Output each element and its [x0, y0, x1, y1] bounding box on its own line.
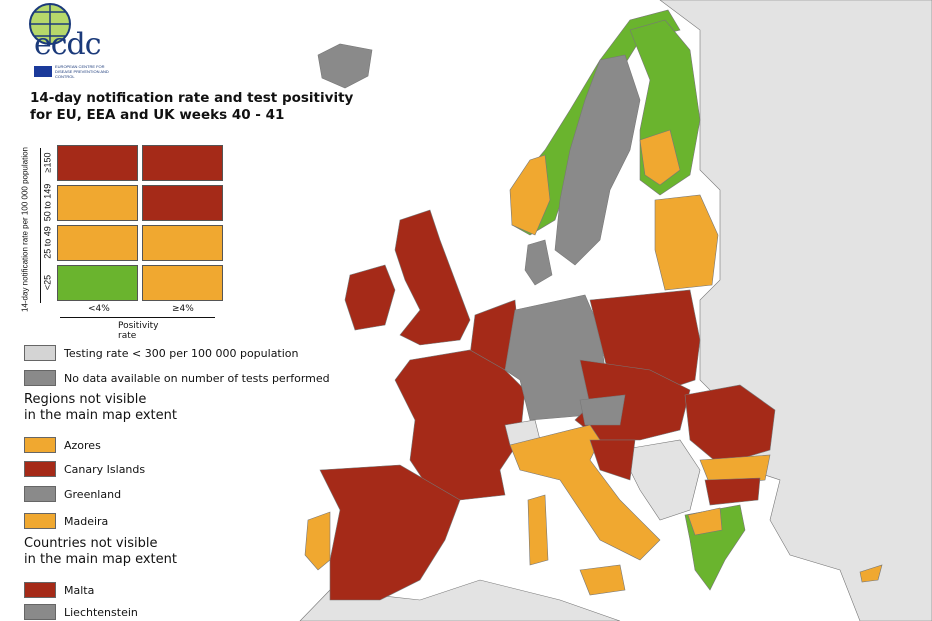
greece-north [687, 507, 723, 536]
row-label: 25 to 49 [42, 226, 53, 259]
heading-line: Countries not visible [24, 536, 158, 551]
countries-heading: Countries not visible in the main map ext… [24, 536, 177, 568]
sicily [579, 564, 626, 596]
denmark [524, 239, 553, 286]
matrix-cell [142, 185, 223, 221]
bulgaria [699, 454, 771, 486]
romania [684, 384, 776, 466]
finland-south [639, 129, 681, 186]
norway-south [509, 154, 551, 236]
balkans-non-eu [619, 439, 701, 521]
matrix-cell [57, 225, 138, 261]
legend-label: No data available on number of tests per… [64, 371, 330, 385]
swatch [24, 437, 56, 453]
matrix-cell [57, 185, 138, 221]
region-greenland: Greenland [24, 486, 121, 502]
swatch [24, 370, 56, 386]
legend-label: Malta [64, 583, 95, 597]
heading-line: Regions not visible [24, 392, 147, 407]
ireland [344, 264, 396, 331]
corsica-sardinia [527, 494, 549, 566]
matrix-cell [142, 265, 223, 301]
legend-testing-low: Testing rate < 300 per 100 000 populatio… [24, 345, 299, 361]
legend-label: Liechtenstein [64, 605, 138, 619]
bulgaria-south [704, 477, 761, 506]
row-label: 50 to 149 [42, 183, 53, 222]
ecdc-logo [20, 2, 110, 47]
country-malta: Malta [24, 582, 94, 598]
region-canary-islands: Canary Islands [24, 461, 145, 477]
swatch [24, 513, 56, 529]
row-label: ≥150 [42, 152, 53, 173]
matrix-cell [57, 145, 138, 181]
austria [579, 394, 626, 426]
legend-label: Canary Islands [64, 462, 146, 476]
portugal [304, 511, 331, 571]
cyprus [859, 564, 883, 583]
matrix-cell [142, 145, 223, 181]
legend-label: Testing rate < 300 per 100 000 populatio… [64, 346, 299, 360]
y-axis-arrow [40, 148, 41, 303]
title-line-2: for EU, EEA and UK weeks 40 - 41 [30, 107, 285, 123]
swatch [24, 582, 56, 598]
region-azores: Azores [24, 437, 101, 453]
region-madeira: Madeira [24, 513, 108, 529]
logo-subtitle: EUROPEAN CENTRE FOR DISEASE PREVENTION A… [55, 64, 109, 79]
spain [319, 464, 461, 601]
iceland [317, 43, 373, 89]
heading-line: in the main map extent [24, 552, 177, 567]
legend-label: Azores [64, 438, 101, 452]
col-label: ≥4% [172, 304, 194, 314]
globe-icon [29, 3, 71, 45]
uk [394, 209, 471, 346]
eu-flag-icon [34, 66, 52, 77]
swatch [24, 604, 56, 620]
croatia [589, 439, 636, 481]
col-label: <4% [88, 304, 110, 314]
baltics [654, 194, 719, 291]
swatch [24, 345, 56, 361]
legend-no-data: No data available on number of tests per… [24, 370, 330, 386]
x-axis-label: Positivity rate [118, 321, 159, 341]
heading-line: in the main map extent [24, 408, 177, 423]
title-line-1: 14-day notification rate and test positi… [30, 90, 354, 106]
matrix-cell [57, 265, 138, 301]
map-title: 14-day notification rate and test positi… [30, 90, 353, 124]
swatch [24, 461, 56, 477]
x-axis-arrow [60, 317, 215, 318]
sweden [554, 54, 641, 266]
swatch [24, 486, 56, 502]
ecdc-logo-text: ecdc [34, 27, 102, 62]
regions-heading: Regions not visible in the main map exten… [24, 392, 177, 424]
italy [509, 424, 661, 561]
country-liechtenstein: Liechtenstein [24, 604, 138, 620]
legend-label: Greenland [64, 487, 122, 501]
y-axis-label: 14-day notification rate per 100 000 pop… [20, 147, 30, 313]
matrix-cell [142, 225, 223, 261]
row-label: <25 [42, 274, 53, 291]
ecdc-logo-subtitle: EUROPEAN CENTRE FOR DISEASE PREVENTION A… [34, 64, 111, 79]
legend-label: Madeira [64, 514, 109, 528]
